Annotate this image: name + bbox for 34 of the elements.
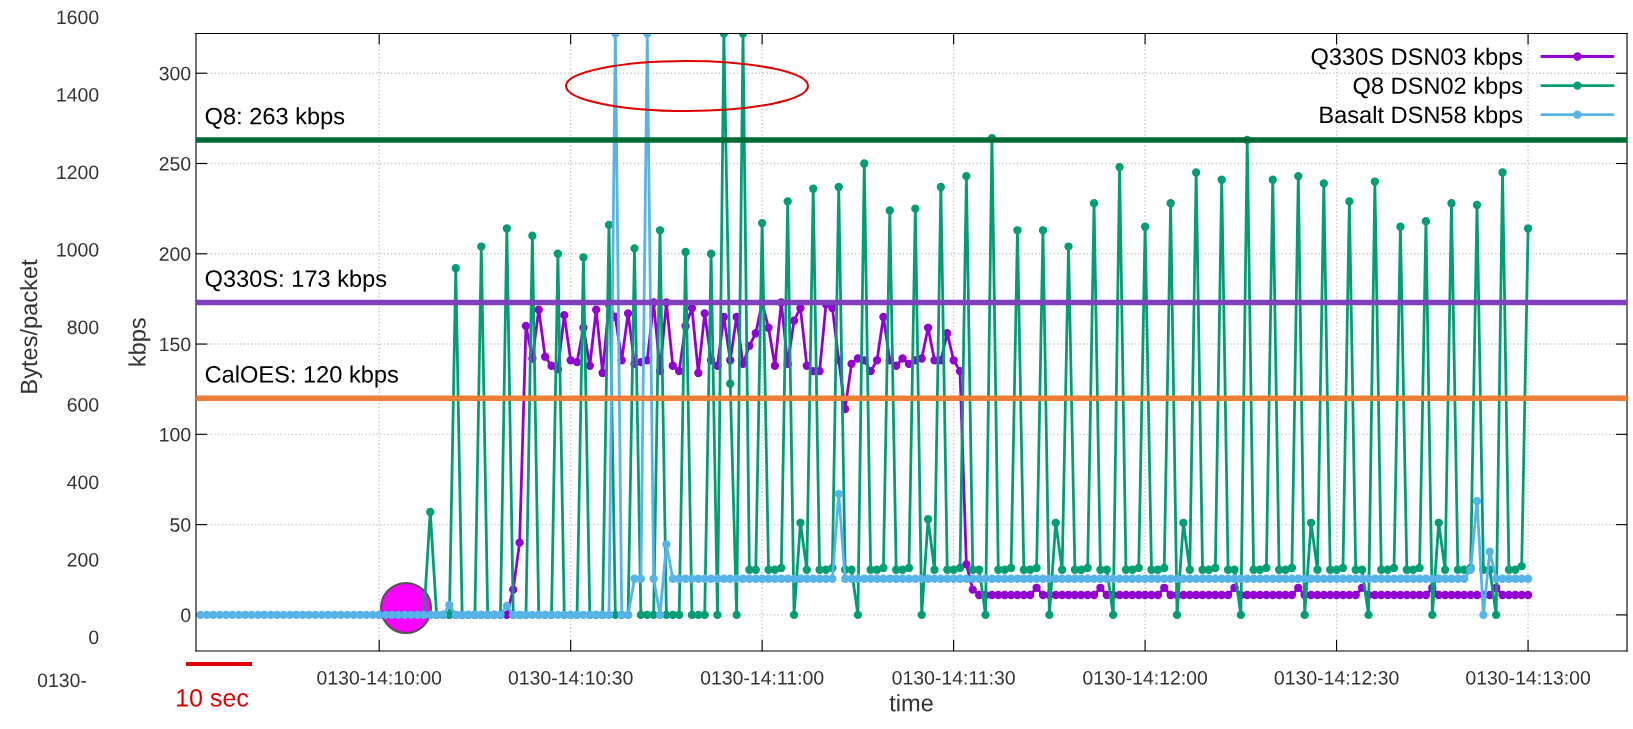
legend-label: Q8 DSN02 kbps xyxy=(1353,76,1523,99)
y2-tick-label: 400 xyxy=(67,475,99,490)
x-axis-title: time xyxy=(889,694,933,712)
y-tick-label: 300 xyxy=(159,66,191,81)
x-tick-label: 0130-14:11:30 xyxy=(892,670,1015,685)
y-tick-label: 250 xyxy=(159,156,191,171)
y2-tick-label: 600 xyxy=(67,397,99,412)
text: 0130- xyxy=(37,673,86,688)
y2-tick-label: 200 xyxy=(67,552,99,567)
ref-line-label: CalOES: 120 kbps xyxy=(205,365,398,388)
x-tick-label: 0130-14:11:00 xyxy=(700,670,824,685)
y2-tick-label: 1600 xyxy=(57,10,99,25)
y2-tick-label: 1000 xyxy=(57,242,99,257)
ref-line-label: Q330S: 173 kbps xyxy=(205,269,387,292)
y2-axis-title: Bytes/packet xyxy=(19,259,42,393)
y2-tick-label: 0 xyxy=(89,630,99,645)
y-tick-label: 200 xyxy=(159,247,191,262)
y-tick-label: 100 xyxy=(160,427,191,442)
legend-label: Q330S DSN03 kbps xyxy=(1311,47,1523,70)
y-tick-label: 150 xyxy=(160,337,191,352)
x-tick-label: 0130-14:13:00 xyxy=(1466,670,1591,685)
y2-tick-label: 1400 xyxy=(57,87,99,102)
y-tick-label: 50 xyxy=(170,518,191,532)
ref-line-label: Q8: 263 kbps xyxy=(205,107,345,130)
y2-tick-label: 1200 xyxy=(57,165,99,180)
text: 10 sec xyxy=(177,689,249,707)
y2-tick-label: 800 xyxy=(67,320,99,335)
y-axis-title: kbps xyxy=(128,318,151,366)
x-tick-label: 0130-14:12:00 xyxy=(1083,670,1208,685)
y-tick-label: 0 xyxy=(181,608,191,623)
legend-label: Basalt DSN58 kbps xyxy=(1320,105,1523,128)
x-tick-label: 0130-14:12:30 xyxy=(1274,670,1399,685)
x-tick-label: 0130-14:10:30 xyxy=(508,670,633,685)
x-tick-label: 0130-14:10:00 xyxy=(317,670,442,685)
